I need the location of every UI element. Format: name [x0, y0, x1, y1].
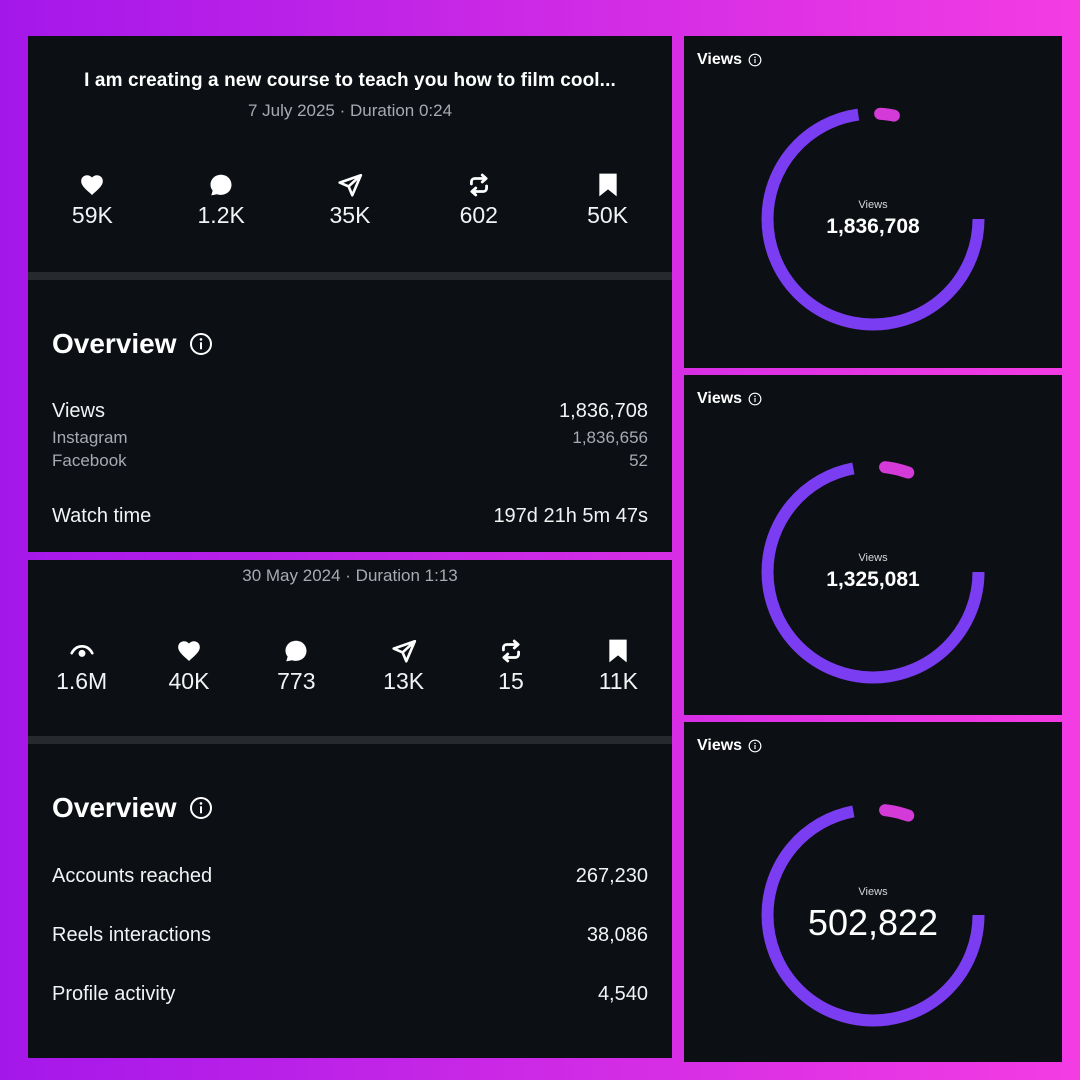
stat-shares: 13K [354, 638, 454, 695]
views-row: Views 1,836,708 [52, 400, 648, 423]
bookmark-icon [605, 638, 631, 664]
row-label: Facebook [52, 451, 127, 470]
heart-icon [79, 172, 105, 198]
stat-value: 15 [498, 668, 524, 694]
facebook-row: Facebook 52 [52, 451, 648, 471]
row-label: Accounts reached [52, 865, 213, 887]
stat-likes: 40K [139, 638, 239, 695]
stat-shares: 35K [300, 172, 400, 229]
post-caption: I am creating a new course to teach you … [84, 70, 616, 91]
donut-ring-main [761, 803, 985, 1027]
stat-value: 773 [277, 668, 316, 694]
donut-center-label: Views [858, 552, 888, 564]
views-heading-label: Views [697, 51, 743, 68]
stat-value: 13K [383, 668, 425, 694]
info-icon[interactable] [189, 796, 213, 820]
row-value: 1,836,708 [559, 400, 648, 422]
stat-value: 35K [329, 202, 371, 228]
stat-value: 40K [168, 668, 210, 694]
stat-value: 59K [71, 202, 113, 228]
comment-icon [283, 638, 309, 664]
info-icon[interactable] [748, 53, 762, 67]
stat-value: 1.2K [197, 202, 245, 228]
overview-title: Overview [52, 792, 177, 823]
send-icon [391, 638, 417, 664]
comment-icon [208, 172, 234, 198]
reels-interactions-row: Reels interactions 38,086 [52, 924, 648, 947]
views-donut-chart: Views 1,836,708 [758, 104, 988, 334]
info-icon[interactable] [748, 739, 762, 753]
donut-center-label: Views [858, 886, 888, 898]
row-label: Profile activity [52, 983, 176, 1005]
stat-value: 1.6M [56, 668, 108, 694]
donut-center-value: 1,325,081 [826, 568, 920, 591]
post-date-duration: 30 May 2024 · Duration 1:13 [242, 566, 458, 585]
engagement-stats: 1.6M 40K 773 13K 15 11K [28, 638, 672, 695]
donut-center-label: Views [858, 199, 888, 211]
repost-icon [498, 638, 524, 664]
stat-saves: 11K [568, 638, 668, 695]
overview-heading: Overview [52, 328, 213, 360]
post-insights-panel-2: 30 May 2024 · Duration 1:13 1.6M 40K 773… [28, 560, 672, 1058]
info-icon[interactable] [748, 392, 762, 406]
section-divider [28, 272, 672, 280]
bookmark-icon [595, 172, 621, 198]
stat-value: 50K [587, 202, 629, 228]
row-label: Reels interactions [52, 924, 211, 946]
views-donut-chart: Views 502,822 [758, 800, 988, 1030]
stat-saves: 50K [558, 172, 658, 229]
stat-value: 602 [459, 202, 498, 228]
row-value: 52 [629, 451, 648, 470]
stat-likes: 59K [42, 172, 142, 229]
stat-views: 1.6M [32, 638, 132, 695]
views-donut-chart: Views 1,325,081 [758, 457, 988, 687]
donut-ring-main [761, 460, 985, 684]
stat-reposts: 15 [461, 638, 561, 695]
row-value: 1,836,656 [572, 428, 648, 447]
info-icon[interactable] [189, 332, 213, 356]
row-label: Instagram [52, 428, 128, 447]
views-heading: Views [697, 51, 762, 69]
repost-icon [466, 172, 492, 198]
overview-heading: Overview [52, 792, 213, 824]
profile-activity-row: Profile activity 4,540 [52, 983, 648, 1006]
views-heading: Views [697, 737, 762, 755]
watch-time-row: Watch time 197d 21h 5m 47s [52, 505, 648, 528]
views-heading-label: Views [697, 390, 743, 407]
engagement-stats: 59K 1.2K 35K 602 50K [28, 172, 672, 229]
row-value: 38,086 [586, 924, 648, 946]
section-divider [28, 736, 672, 744]
heart-icon [176, 638, 202, 664]
post-date-duration: 7 July 2025 · Duration 0:24 [247, 101, 453, 120]
stat-value: 11K [598, 668, 638, 694]
views-card-2: Views Views 1,325,081 [684, 375, 1062, 715]
views-heading-label: Views [697, 737, 743, 754]
views-heading: Views [697, 390, 762, 408]
donut-center-value: 502,822 [807, 902, 939, 943]
stat-comments: 773 [246, 638, 346, 695]
row-label: Watch time [52, 505, 152, 527]
row-value: 4,540 [597, 983, 648, 1005]
eye-icon [69, 638, 95, 664]
stat-reposts: 602 [429, 172, 529, 229]
row-label: Views [52, 400, 105, 422]
views-card-1: Views Views 1,836,708 [684, 36, 1062, 368]
views-card-3: Views Views 502,822 [684, 722, 1062, 1062]
accounts-reached-row: Accounts reached 267,230 [52, 865, 648, 888]
row-value: 197d 21h 5m 47s [493, 505, 648, 527]
instagram-row: Instagram 1,836,656 [52, 428, 648, 448]
donut-ring-main [761, 107, 985, 331]
donut-center-value: 1,836,708 [826, 215, 920, 238]
send-icon [337, 172, 363, 198]
row-value: 267,230 [575, 865, 648, 887]
stat-comments: 1.2K [171, 172, 271, 229]
post-insights-panel-1: I am creating a new course to teach you … [28, 36, 672, 552]
overview-title: Overview [52, 328, 177, 359]
